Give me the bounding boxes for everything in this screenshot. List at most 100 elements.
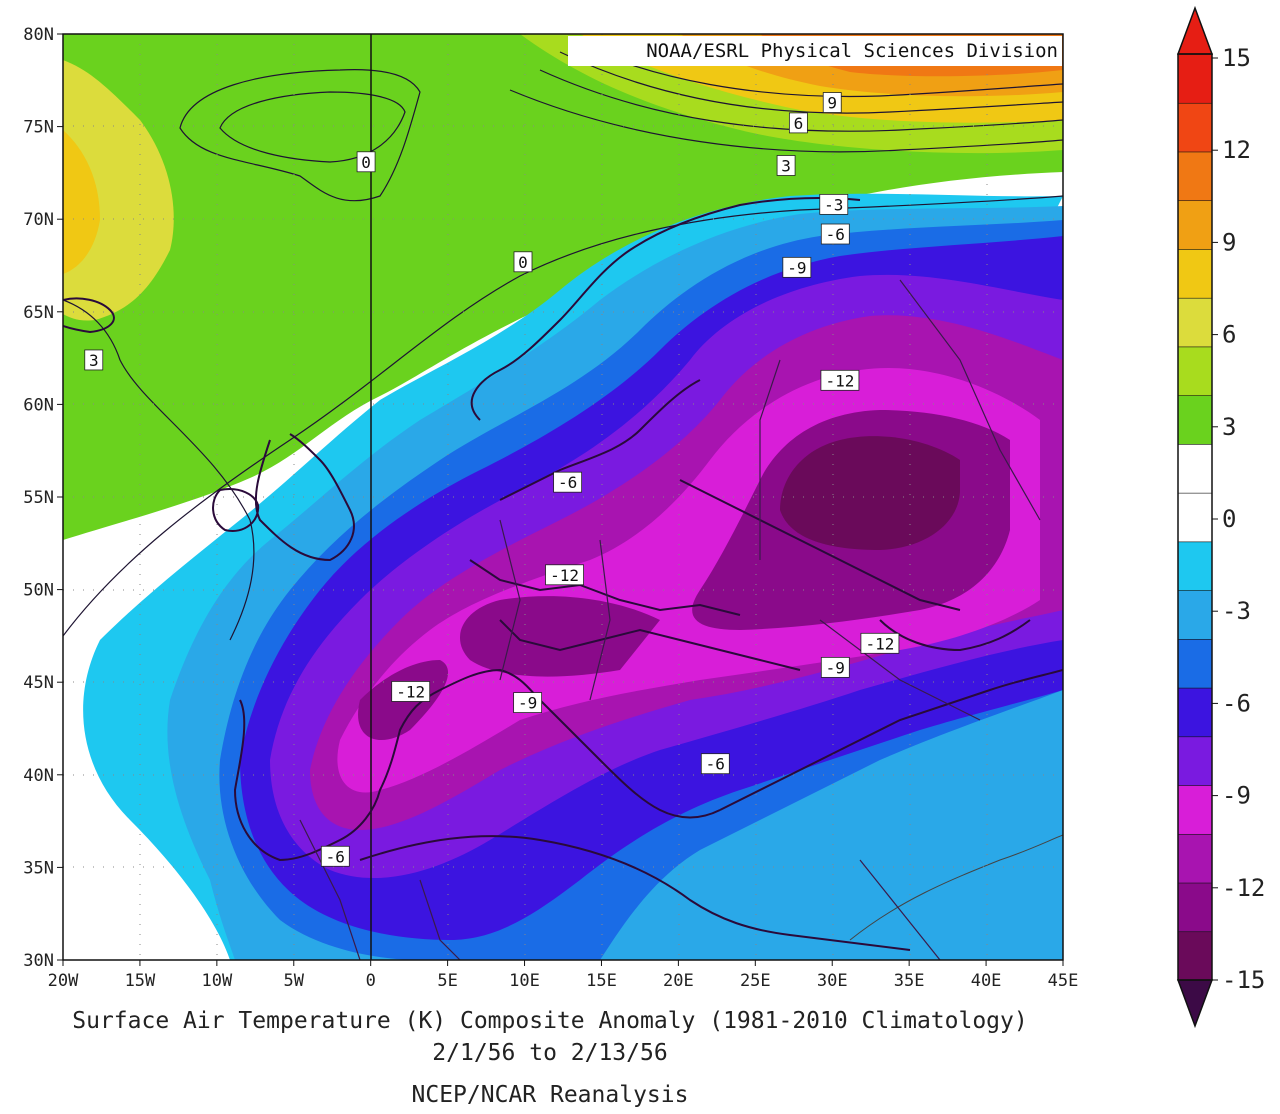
field-positive-west-core — [63, 130, 100, 274]
contour-label-box — [822, 92, 842, 113]
contour-label: 9 — [822, 92, 842, 113]
contour-label: -6 — [320, 845, 350, 867]
contour-label: -12 — [860, 632, 900, 654]
graticule — [63, 34, 1063, 960]
colorbar-label: 0 — [1222, 505, 1236, 533]
colorbar-frame — [1177, 53, 1213, 981]
contour-label: -9 — [820, 656, 850, 678]
contour-label: -9 — [513, 692, 543, 713]
contour-label-text: 3 — [89, 351, 99, 370]
contour-lines — [63, 39, 1063, 941]
contour-label-box — [776, 155, 796, 176]
contour-label-text: -12 — [825, 371, 854, 390]
contour-label-box — [513, 251, 533, 273]
colorbar: 15 12 9 6 3 0 -3 -6 -9 -12 -15 — [1176, 5, 1265, 1029]
colorbar-label: 15 — [1222, 44, 1251, 72]
contour-label: -6 — [700, 753, 730, 775]
contour-label: 0 — [356, 151, 376, 173]
y-tick-label: 55N — [23, 488, 54, 508]
date-range: 2/1/56 to 2/13/56 — [432, 1040, 668, 1066]
contour-label-text: -6 — [826, 225, 845, 244]
contour-label: 3 — [84, 349, 104, 371]
colorbar-label: -9 — [1222, 782, 1251, 810]
contour-label: -12 — [545, 564, 584, 586]
x-tick-label: 20W — [48, 971, 79, 991]
colorbar-label: 9 — [1222, 228, 1236, 256]
contour-label: 3 — [776, 155, 796, 176]
colorbar-cell — [1177, 736, 1213, 786]
contour-label-box — [320, 845, 350, 867]
contour-label: 6 — [788, 112, 808, 134]
y-tick-label: 35N — [23, 858, 54, 878]
contour-label-box — [819, 193, 849, 215]
colorbar-label: -12 — [1222, 874, 1265, 902]
contour-label: -6 — [820, 223, 850, 245]
contour-label: -12 — [391, 681, 431, 702]
x-tick-label: 5E — [437, 971, 457, 991]
colorbar-label: -3 — [1222, 597, 1251, 625]
contour-label-layer: 9 6 3 0 0 3 -3 -6 -9 -12 -6 -12 -12 -9 -12 -9 -6 -6 — [84, 92, 900, 867]
colorbar-cell — [1177, 638, 1213, 689]
contour-label-box — [788, 112, 808, 134]
y-tick-label: 80N — [23, 25, 54, 45]
contour-label-box — [782, 256, 812, 278]
colorbar-cell — [1177, 248, 1213, 299]
country-borders — [299, 279, 1041, 960]
map-plot-area: 9 6 3 0 0 3 -3 -6 -9 -12 -6 -12 -12 -9 -12 -9 -6 -6 — [63, 34, 1063, 960]
contour-label-box — [545, 564, 584, 586]
x-tick-label: 15W — [125, 971, 156, 991]
x-tick-label: 20E — [663, 971, 694, 991]
contour-label-text: -6 — [706, 755, 725, 774]
colorbar-cell — [1177, 394, 1213, 445]
contour-label-box — [820, 369, 860, 391]
colorbar-cell — [1177, 346, 1213, 396]
colorbar-cell — [1177, 541, 1213, 591]
x-tick-label: 40E — [971, 971, 1002, 991]
colorbar-cell — [1177, 53, 1213, 104]
contour-label: -3 — [819, 193, 849, 215]
contour-label-text: 6 — [794, 114, 804, 133]
y-tick-label: 70N — [23, 210, 54, 230]
x-tick-label: 10E — [509, 971, 540, 991]
contour-label-box — [356, 151, 376, 173]
colorbar-cell — [1177, 492, 1213, 543]
colorbar-cell — [1177, 687, 1213, 738]
contour-label-box — [860, 632, 900, 654]
x-tick-label: 30E — [817, 971, 848, 991]
y-tick-label: 65N — [23, 303, 54, 323]
colorbar-arrow-top — [1176, 5, 1214, 55]
y-tick-label: 40N — [23, 766, 54, 786]
contour-label-box — [84, 349, 104, 371]
contour-label-box — [553, 471, 583, 493]
contour-label-text: -6 — [558, 473, 577, 492]
contour-label-text: -9 — [787, 258, 806, 277]
contour-label-text: -12 — [550, 566, 579, 585]
figure-title: Surface Air Temperature (K) Composite An… — [72, 1008, 1028, 1034]
colorbar-cell — [1177, 199, 1213, 250]
colorbar-cell — [1177, 443, 1213, 494]
contour-label-text: 9 — [827, 94, 837, 113]
contour-label-text: 0 — [518, 253, 528, 272]
colorbar-arrow-bottom — [1176, 979, 1214, 1029]
colorbar-cell — [1177, 833, 1213, 884]
contour-label-text: -12 — [865, 634, 894, 653]
x-tick-label: 5W — [284, 971, 305, 991]
colorbar-cell — [1177, 151, 1213, 202]
y-tick-label: 75N — [23, 118, 54, 138]
credit-label: NOAA/ESRL Physical Sciences Division — [568, 36, 1062, 66]
contour-label-box — [700, 753, 730, 775]
x-tick-label: 45E — [1048, 971, 1079, 991]
contour-label-text: -3 — [824, 195, 843, 214]
field-band-minus-15 — [780, 436, 960, 550]
contour-label-text: 0 — [361, 153, 371, 172]
y-axis-ticks: 80N 75N 70N 65N 60N 55N 50N 45N 40N 35N 30N — [23, 25, 63, 971]
x-axis-ticks: 20W 15W 10W 5W 0 5E 10E 15E 20E 25E 30E 35E 40E 45E — [48, 960, 1079, 991]
colorbar-cells — [1177, 53, 1213, 981]
contour-label-text: -9 — [826, 658, 845, 677]
x-tick-label: 25E — [740, 971, 771, 991]
colorbar-cell — [1177, 589, 1213, 640]
colorbar-labels: 15 12 9 6 3 0 -3 -6 -9 -12 -15 — [1212, 44, 1265, 994]
contour-label-text: -12 — [396, 682, 425, 701]
contour-label: -6 — [553, 471, 583, 493]
y-tick-label: 45N — [23, 673, 54, 693]
